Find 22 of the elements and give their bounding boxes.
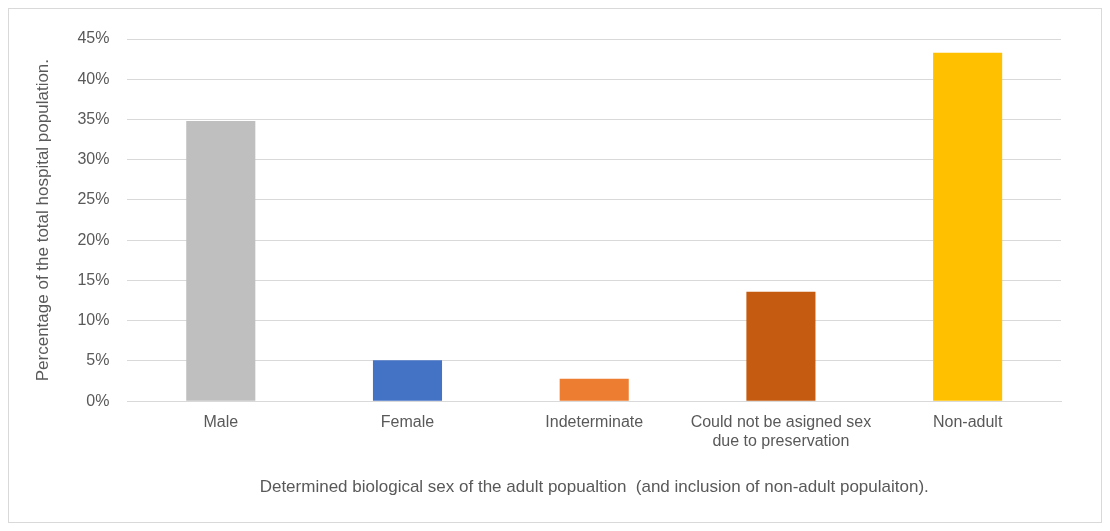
x-tick-label: Could not be asigned sex due to preservation (690, 413, 872, 450)
y-tick-label: 30% (77, 150, 110, 168)
x-axis-title: Determined biological sex of the adult popualtion (and inclusion of non-adult populaiton). (259, 477, 929, 497)
bar (186, 121, 256, 401)
x-tick-label: Indeterminate (545, 413, 644, 431)
bar (746, 291, 816, 401)
bar (559, 378, 629, 401)
y-tick-label: 15% (77, 270, 110, 288)
y-tick-label: 20% (77, 230, 110, 248)
x-tick-label: Male (203, 413, 239, 431)
y-tick-label: 0% (86, 391, 110, 409)
bar (933, 52, 1003, 401)
y-axis-title: Percentage of the total hospital population. (32, 58, 52, 382)
y-tick-label: 25% (77, 190, 110, 208)
y-tick-label: 5% (86, 351, 110, 369)
y-tick-label: 40% (77, 69, 110, 87)
x-tick-label: Non-adult (932, 413, 1003, 431)
y-tick-label: 35% (77, 109, 110, 127)
x-tick-label: Female (380, 413, 435, 431)
bar (372, 360, 443, 401)
y-tick-label: 45% (77, 29, 110, 47)
y-tick-label: 10% (77, 311, 110, 329)
